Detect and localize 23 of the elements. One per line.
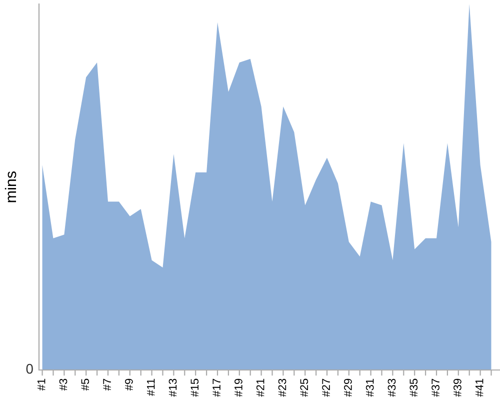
x-tick-label: #17 <box>212 378 220 397</box>
x-tick-label: #29 <box>344 378 352 397</box>
x-tick-label: #13 <box>168 378 177 397</box>
x-tick-label: #19 <box>234 378 242 397</box>
x-tick-label: #5 <box>81 378 90 391</box>
x-tick-label: #3 <box>59 378 68 391</box>
x-tick-label: #15 <box>190 378 199 397</box>
x-tick-label: #1 <box>38 378 46 391</box>
x-tick-label: #31 <box>366 378 374 397</box>
text: 0 <box>26 364 33 374</box>
x-tick-label: #21 <box>256 378 264 397</box>
x-tick-label: #37 <box>432 378 440 397</box>
x-tick-label: #39 <box>454 378 462 397</box>
x-tick-label: #41 <box>476 378 484 397</box>
x-tick-label: #25 <box>300 378 308 397</box>
x-tick-label: #7 <box>103 378 111 391</box>
x-tick-label: #33 <box>388 378 396 397</box>
x-tick-label: #35 <box>410 378 418 397</box>
x-tick-label: #27 <box>322 378 330 397</box>
x-tick-label: #9 <box>125 378 133 391</box>
x-tick-label: #23 <box>278 378 286 397</box>
x-tick-label: #11 <box>147 378 155 396</box>
y-axis-title: mins <box>4 171 16 202</box>
